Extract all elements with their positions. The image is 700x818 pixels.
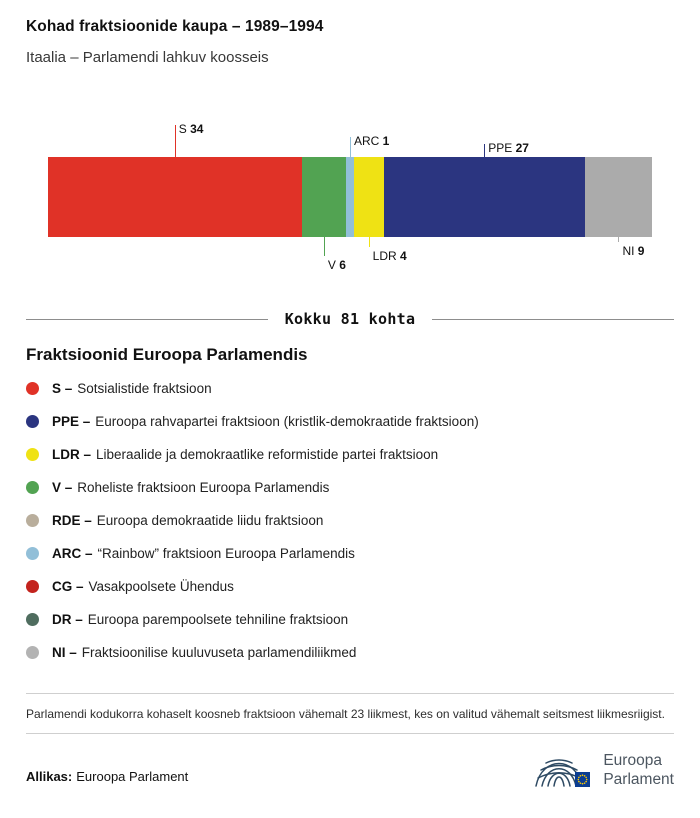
source-label: Allikas: [26, 768, 73, 784]
legend-abbr: DR – [52, 612, 83, 627]
callout-label-arc: ARC 1 [354, 134, 390, 148]
source-text: Euroopa Parlament [76, 768, 189, 784]
legend-dot-icon [26, 646, 39, 659]
footnote-text: Parlamendi kodukorra kohaselt koosneb fr… [26, 707, 665, 721]
callout-line [323, 237, 325, 256]
legend-abbr: LDR – [52, 447, 92, 462]
callout-label-ppe: PPE 27 [488, 141, 529, 155]
bar-segment-ppe [383, 157, 585, 237]
legend-item-ppe: PPE – Euroopa rahvapartei fraktsioon (kri… [26, 405, 674, 438]
ep-wordmark-line1: Euroopa [603, 752, 662, 769]
callout-ni: NI 9 [618, 237, 644, 257]
bar-segment-arc [346, 157, 354, 237]
legend-item-v: V – Roheliste fraktsioon Euroopa Parlamen… [26, 471, 674, 504]
callout-label-s: S 34 [178, 122, 204, 136]
legend-item-dr: DR – Euroopa parempoolsete tehniline frak… [26, 603, 674, 636]
legend-desc: Vasakpoolsete Ühendus [88, 579, 234, 594]
ep-hemicycle-icon [535, 758, 591, 787]
bar-segment-ni [584, 157, 652, 237]
page-subtitle: Itaalia – Parlamendi lahkuv koosseis [26, 49, 269, 66]
source-line: Allikas: Euroopa Parlament [26, 769, 188, 792]
ep-wordmark-line2: Parlament [603, 770, 674, 788]
european-parliament-logo: Euroopa Parlament [531, 750, 674, 792]
legend-abbr: NI – [52, 645, 77, 660]
callout-arc: ARC 1 [350, 135, 389, 157]
bar-segment-s [48, 157, 302, 237]
footer: Allikas: Euroopa Parlament [26, 750, 674, 792]
ep-wordmark: Euroopa Parlament [603, 752, 674, 789]
callout-s: S 34 [174, 123, 203, 157]
total-seats-row: Kokku 81 kohta [26, 310, 675, 328]
legend-dot-icon [26, 481, 39, 494]
total-rule-right [432, 318, 675, 320]
seat-chart: S 34 V 6 ARC 1 LDR 4 PPE 27 NI 9 [48, 122, 652, 282]
total-rule-left [26, 318, 268, 320]
legend-dot-icon [26, 448, 39, 461]
legend-dot-icon [26, 382, 39, 395]
legend-dot-icon [26, 580, 39, 593]
divider-top [26, 693, 674, 694]
callout-line [368, 237, 370, 247]
legend-desc: Euroopa demokraatide liidu fraktsioon [96, 513, 324, 528]
legend-dot-icon [26, 613, 39, 626]
legend-dot-icon [26, 415, 39, 428]
legend-desc: Fraktsioonilise kuuluvuseta parlamendili… [81, 645, 357, 660]
legend-desc: Euroopa rahvapartei fraktsioon (kristlik… [95, 414, 479, 429]
legend-title: Fraktsioonid Euroopa Parlamendis [26, 345, 308, 364]
eu-flag-icon [575, 771, 591, 787]
legend-desc: Sotsialistide fraktsioon [77, 381, 212, 396]
legend-desc: Roheliste fraktsioon Euroopa Parlamendis [77, 480, 330, 495]
callout-line [618, 237, 620, 242]
legend-desc: Liberaalide ja demokraatlike reformistid… [96, 447, 439, 462]
callout-line [484, 144, 486, 157]
legend-abbr: ARC – [52, 546, 93, 561]
legend-dot-icon [26, 514, 39, 527]
legend-abbr: V – [52, 480, 73, 495]
bar-segment-ldr [353, 157, 384, 237]
legend-list: S – Sotsialistide fraktsioon PPE – Euroopa … [26, 372, 674, 669]
legend-dot-icon [26, 547, 39, 560]
callout-line [174, 125, 176, 157]
legend-abbr: CG – [52, 579, 84, 594]
divider-bottom [26, 732, 674, 734]
callout-v: V 6 [323, 237, 346, 271]
legend-item-ni: NI – Fraktsioonilise kuuluvuseta parlamen… [26, 636, 674, 669]
legend-item-arc: ARC – “Rainbow” fraktsioon Euroopa Parlam… [26, 537, 674, 570]
total-seats-label: Kokku 81 kohta [284, 310, 416, 328]
legend-desc: “Rainbow” fraktsioon Euroopa Parlamendis [97, 546, 355, 561]
legend-item-rde: RDE – Euroopa demokraatide liidu fraktsio… [26, 504, 674, 537]
legend-item-ldr: LDR – Liberaalide ja demokraatlike reform… [26, 438, 674, 471]
callout-label-v: V 6 [327, 258, 346, 272]
legend-item-s: S – Sotsialistide fraktsioon [26, 372, 674, 405]
callout-line [350, 137, 351, 157]
legend-desc: Euroopa parempoolsete tehniline fraktsio… [87, 612, 349, 627]
legend-abbr: S – [52, 381, 73, 396]
legend-abbr: PPE – [52, 414, 91, 429]
callout-label-ldr: LDR 4 [372, 249, 407, 263]
callout-label-ni: NI 9 [622, 244, 645, 258]
page-title: Kohad fraktsioonide kaupa – 1989–1994 [26, 18, 324, 35]
bar-segment-v [301, 157, 347, 237]
callout-ppe: PPE 27 [484, 142, 529, 157]
callout-ldr: LDR 4 [368, 237, 407, 262]
stacked-bar [48, 157, 652, 237]
legend-abbr: RDE – [52, 513, 92, 528]
legend-item-cg: CG – Vasakpoolsete Ühendus [26, 570, 674, 603]
